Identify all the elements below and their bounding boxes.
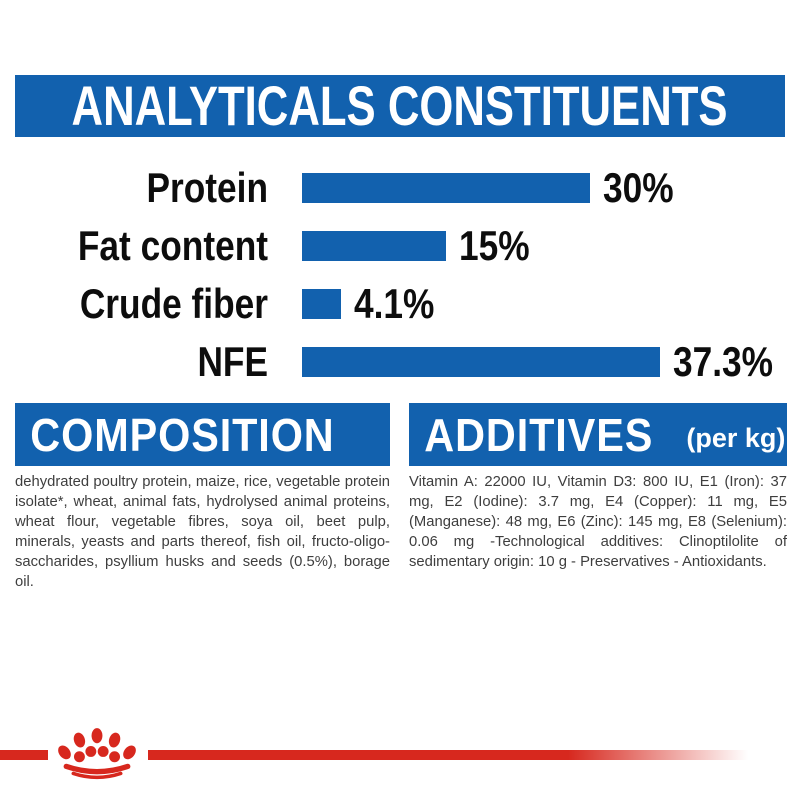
- chart-bar: [302, 347, 660, 377]
- additives-header: ADDITIVES (per kg): [409, 403, 787, 466]
- chart-bar: [302, 173, 590, 203]
- chart-category-label: Crude fiber: [79, 280, 268, 327]
- analytical-constituents-title: ANALYTICALS CONSTITUENTS: [71, 74, 729, 137]
- chart-category-label: NFE: [197, 338, 268, 385]
- brand-line-left: [0, 750, 48, 760]
- additives-body: Vitamin A: 22000 IU, Vitamin D3: 800 IU,…: [409, 474, 787, 570]
- chart-value-label: 15%: [459, 222, 530, 269]
- chart-row-crude-fiber: Crude fiber 4.1%: [0, 280, 450, 327]
- chart-value-label: 37.3%: [673, 338, 774, 385]
- chart-row-fat-content: Fat content 15%: [0, 222, 543, 269]
- chart-row-protein: Protein 30%: [0, 164, 687, 211]
- royal-canin-crown-logo: [58, 728, 136, 780]
- chart-category-label: Fat content: [77, 222, 268, 269]
- brand-line-right: [148, 750, 748, 760]
- composition-body: dehydrated poultry protein, maize, rice,…: [15, 474, 390, 590]
- additives-title: ADDITIVES: [424, 408, 654, 461]
- chart-category-label: Protein: [146, 164, 268, 211]
- chart-value-label: 4.1%: [354, 280, 435, 327]
- additives-unit-suffix: (per kg): [686, 423, 786, 453]
- analytical-bar-chart: Protein 30% Fat content 15% Crude fiber 4.1% N…: [0, 164, 792, 385]
- composition-header: COMPOSITION: [15, 403, 390, 466]
- chart-row-nfe: NFE 37.3%: [0, 338, 792, 385]
- composition-title: COMPOSITION: [30, 408, 335, 461]
- chart-bar: [302, 231, 446, 261]
- analytical-constituents-header: ANALYTICALS CONSTITUENTS: [15, 75, 785, 137]
- chart-bar: [302, 289, 341, 319]
- chart-value-label: 30%: [603, 164, 674, 211]
